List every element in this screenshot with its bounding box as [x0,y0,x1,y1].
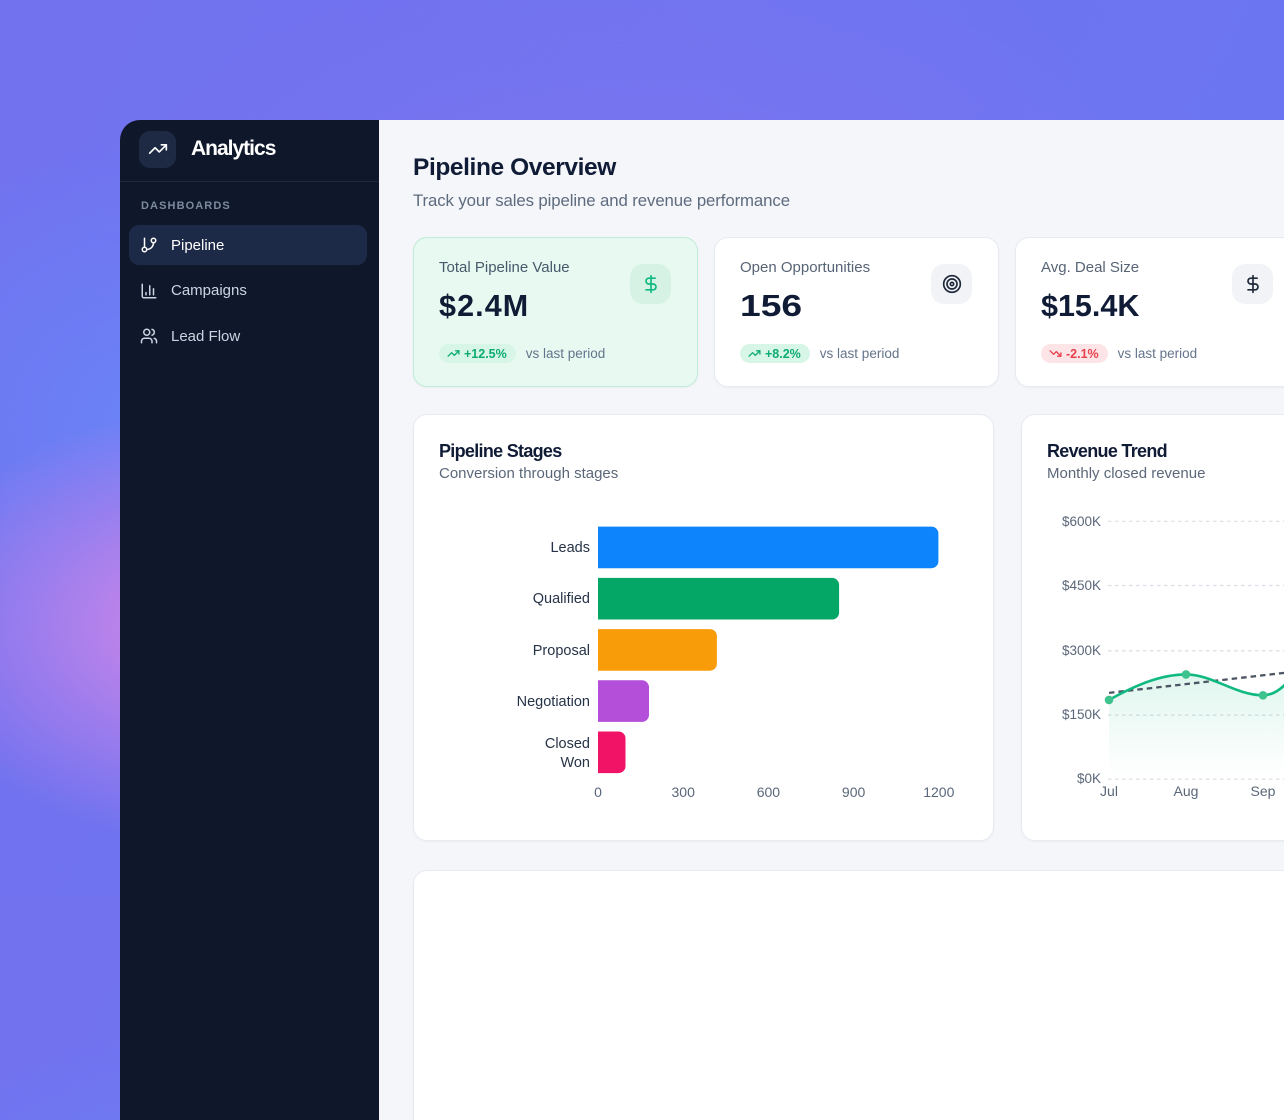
svg-text:Aug: Aug [1174,783,1199,799]
svg-text:Proposal: Proposal [533,643,590,659]
svg-text:$0K: $0K [1077,771,1101,786]
svg-text:$450K: $450K [1062,578,1101,593]
svg-text:300: 300 [672,784,696,800]
svg-text:$600K: $600K [1062,514,1101,529]
svg-text:Sep: Sep [1251,783,1276,799]
svg-text:Closed: Closed [545,736,590,752]
svg-text:Won: Won [560,755,590,771]
svg-text:Leads: Leads [550,540,590,556]
svg-text:$300K: $300K [1062,643,1101,658]
svg-text:$150K: $150K [1062,707,1101,722]
svg-text:Qualified: Qualified [533,591,590,607]
svg-text:Jul: Jul [1100,783,1118,799]
svg-text:0: 0 [594,784,602,800]
svg-text:Negotiation: Negotiation [517,694,590,710]
svg-text:900: 900 [842,784,866,800]
svg-text:1200: 1200 [923,784,954,800]
svg-text:600: 600 [757,784,781,800]
